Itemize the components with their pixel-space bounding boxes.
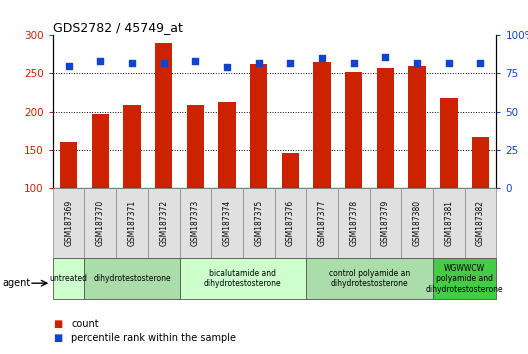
Text: GSM187378: GSM187378 bbox=[349, 200, 359, 246]
Point bbox=[381, 54, 390, 59]
Bar bbox=[180, 258, 306, 299]
Text: agent: agent bbox=[3, 278, 31, 288]
Point bbox=[159, 60, 168, 65]
Bar bbox=[84, 188, 116, 258]
Text: bicalutamide and
dihydrotestosterone: bicalutamide and dihydrotestosterone bbox=[204, 269, 282, 289]
Bar bbox=[84, 258, 180, 299]
Bar bbox=[211, 188, 243, 258]
Text: count: count bbox=[71, 319, 99, 329]
Bar bbox=[219, 102, 235, 188]
Bar bbox=[282, 153, 299, 188]
Bar bbox=[53, 258, 84, 299]
Text: percentile rank within the sample: percentile rank within the sample bbox=[71, 333, 237, 343]
Bar bbox=[250, 64, 267, 188]
Point bbox=[64, 63, 73, 69]
Bar bbox=[370, 188, 401, 258]
Point bbox=[286, 60, 295, 65]
Text: control polyamide an
dihydrotestosterone: control polyamide an dihydrotestosterone bbox=[329, 269, 410, 289]
Bar bbox=[433, 258, 496, 299]
Point bbox=[223, 64, 231, 70]
Bar bbox=[180, 188, 211, 258]
Text: GSM187374: GSM187374 bbox=[222, 200, 232, 246]
Bar bbox=[124, 105, 140, 188]
Text: GSM187377: GSM187377 bbox=[317, 200, 327, 246]
Text: GSM187376: GSM187376 bbox=[286, 200, 295, 246]
Bar bbox=[433, 188, 465, 258]
Point bbox=[350, 60, 358, 65]
Text: untreated: untreated bbox=[50, 274, 88, 283]
Bar bbox=[60, 142, 78, 188]
Bar bbox=[345, 72, 362, 188]
Bar bbox=[306, 188, 338, 258]
Bar bbox=[275, 188, 306, 258]
Bar bbox=[243, 188, 275, 258]
Bar bbox=[116, 188, 148, 258]
Point bbox=[128, 60, 136, 65]
Text: GSM187382: GSM187382 bbox=[476, 200, 485, 246]
Text: GSM187372: GSM187372 bbox=[159, 200, 168, 246]
Point bbox=[476, 60, 485, 65]
Text: GSM187379: GSM187379 bbox=[381, 200, 390, 246]
Bar bbox=[306, 258, 433, 299]
Point bbox=[445, 60, 453, 65]
Text: dihydrotestosterone: dihydrotestosterone bbox=[93, 274, 171, 283]
Text: GSM187380: GSM187380 bbox=[412, 200, 422, 246]
Text: GDS2782 / 45749_at: GDS2782 / 45749_at bbox=[53, 21, 183, 34]
Text: GSM187370: GSM187370 bbox=[96, 200, 105, 246]
Bar bbox=[187, 105, 204, 188]
Bar bbox=[409, 66, 426, 188]
Text: GSM187369: GSM187369 bbox=[64, 200, 73, 246]
Point bbox=[254, 60, 263, 65]
Point bbox=[413, 60, 421, 65]
Bar bbox=[313, 62, 331, 188]
Point bbox=[191, 58, 200, 64]
Bar bbox=[472, 137, 489, 188]
Bar bbox=[376, 68, 394, 188]
Bar bbox=[155, 43, 172, 188]
Point bbox=[318, 56, 326, 61]
Bar bbox=[465, 188, 496, 258]
Bar bbox=[440, 98, 457, 188]
Point bbox=[96, 58, 105, 64]
Bar bbox=[53, 188, 84, 258]
Text: GSM187373: GSM187373 bbox=[191, 200, 200, 246]
Bar bbox=[338, 188, 370, 258]
Bar bbox=[401, 188, 433, 258]
Text: ■: ■ bbox=[53, 333, 62, 343]
Bar bbox=[92, 114, 109, 188]
Text: ■: ■ bbox=[53, 319, 62, 329]
Text: GSM187381: GSM187381 bbox=[444, 200, 454, 246]
Bar bbox=[148, 188, 180, 258]
Text: WGWWCW
polyamide and
dihydrotestosterone: WGWWCW polyamide and dihydrotestosterone bbox=[426, 264, 504, 294]
Text: GSM187371: GSM187371 bbox=[127, 200, 137, 246]
Text: GSM187375: GSM187375 bbox=[254, 200, 263, 246]
